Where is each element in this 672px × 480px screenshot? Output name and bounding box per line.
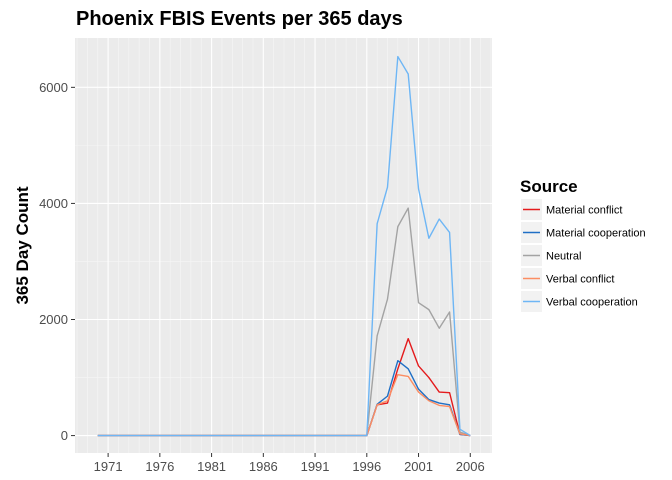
- x-tick-label: 1986: [249, 459, 278, 474]
- x-tick-label: 1981: [197, 459, 226, 474]
- series-line: [97, 55, 471, 437]
- y-axis: 0 2000 4000 6000: [39, 80, 75, 443]
- x-tick-label: 1976: [145, 459, 174, 474]
- legend-label: Material conflict: [546, 205, 622, 217]
- legend: Source Material conflict Material coopera…: [520, 177, 646, 312]
- grid-minor: [75, 38, 492, 453]
- y-tick-label: 2000: [39, 312, 68, 327]
- legend-title: Source: [520, 177, 578, 196]
- legend-item: Neutral: [521, 245, 581, 266]
- legend-item: Material conflict: [521, 199, 622, 220]
- legend-item: Verbal cooperation: [521, 291, 638, 312]
- legend-items: Material conflict Material cooperation Neu…: [521, 199, 646, 312]
- x-tick-label: 2006: [456, 459, 485, 474]
- legend-label: Material cooperation: [546, 228, 646, 240]
- legend-label: Verbal conflict: [546, 274, 614, 286]
- y-tick-label: 0: [61, 428, 68, 443]
- y-axis-label: 365 Day Count: [13, 186, 32, 304]
- legend-label: Verbal cooperation: [546, 297, 638, 309]
- chart-title: Phoenix FBIS Events per 365 days: [76, 8, 403, 30]
- legend-item: Verbal conflict: [521, 268, 614, 289]
- y-tick-label: 4000: [39, 196, 68, 211]
- x-tick-label: 1996: [352, 459, 381, 474]
- y-tick-label: 6000: [39, 80, 68, 95]
- grid-major: [75, 38, 492, 453]
- plot-panel: [75, 38, 492, 453]
- x-tick-label: 1971: [94, 459, 123, 474]
- x-axis: 1971 1976 1981 1986 1991 1996 2001 2006: [94, 453, 485, 474]
- x-tick-label: 2001: [404, 459, 433, 474]
- x-tick-label: 1991: [301, 459, 330, 474]
- legend-item: Material cooperation: [521, 222, 646, 243]
- series-layer: [97, 55, 471, 437]
- legend-label: Neutral: [546, 251, 581, 263]
